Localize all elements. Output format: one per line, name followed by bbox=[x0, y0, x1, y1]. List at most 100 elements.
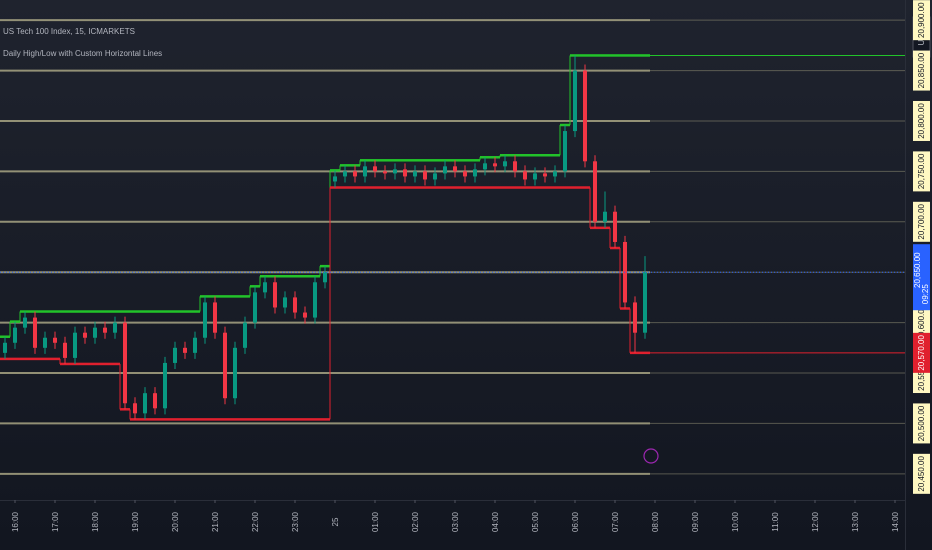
candle-body bbox=[643, 272, 647, 333]
x-tick-label: 01:00 bbox=[371, 511, 380, 532]
x-tick-label: 09:00 bbox=[691, 511, 700, 532]
countdown: 09:25 bbox=[921, 284, 930, 305]
last-price-box bbox=[913, 244, 930, 311]
candle-body bbox=[253, 292, 257, 323]
x-tick-label: 22:00 bbox=[251, 511, 260, 532]
candle-body bbox=[383, 171, 387, 174]
price-label-box bbox=[913, 100, 930, 141]
candle-body bbox=[43, 337, 47, 348]
x-tick-label: 21:00 bbox=[211, 511, 220, 532]
candle-body bbox=[343, 171, 347, 177]
candle-body bbox=[273, 282, 277, 308]
candle-body bbox=[613, 211, 617, 242]
candle-body bbox=[633, 302, 637, 333]
candle-body bbox=[83, 332, 87, 338]
x-tick-label: 05:00 bbox=[531, 511, 540, 532]
candle-body bbox=[103, 327, 107, 333]
candle-body bbox=[553, 171, 557, 177]
price-label: 20,700.00 bbox=[917, 203, 926, 239]
candle-body bbox=[453, 166, 457, 172]
candle-body bbox=[523, 171, 527, 180]
candle-body bbox=[503, 161, 507, 167]
candle-body bbox=[13, 327, 17, 343]
day-low-label-box bbox=[913, 332, 930, 373]
candle-body bbox=[93, 327, 97, 338]
candle-body bbox=[133, 403, 137, 414]
last-price-label: 20,650.00 bbox=[913, 252, 922, 288]
candle-body bbox=[543, 173, 547, 177]
candle-body bbox=[53, 337, 57, 343]
x-tick-label: 16:00 bbox=[11, 511, 20, 532]
candle-body bbox=[173, 347, 177, 363]
x-tick-label: 08:00 bbox=[651, 511, 660, 532]
candle-body bbox=[233, 347, 237, 399]
candle-body bbox=[493, 163, 497, 167]
candle-body bbox=[403, 169, 407, 177]
candle-body bbox=[623, 241, 627, 303]
candle-body bbox=[513, 161, 517, 172]
candle-body bbox=[123, 322, 127, 404]
candle-body bbox=[363, 166, 367, 177]
candle-body bbox=[223, 332, 227, 399]
candle-body bbox=[143, 393, 147, 414]
candle-body bbox=[473, 169, 477, 177]
candle-body bbox=[163, 362, 167, 409]
candle-body bbox=[433, 173, 437, 180]
candle-body bbox=[353, 171, 357, 177]
candle-body bbox=[413, 171, 417, 177]
candle-body bbox=[323, 272, 327, 283]
price-label: 20,750.00 bbox=[917, 153, 926, 189]
candle-body bbox=[263, 282, 267, 293]
chart-title: US Tech 100 Index, 15, ICMARKETS bbox=[3, 27, 135, 36]
candle-body bbox=[583, 70, 587, 162]
price-label-box bbox=[913, 151, 930, 192]
price-label: 20,900.00 bbox=[917, 2, 926, 38]
x-tick-label: 07:00 bbox=[611, 511, 620, 532]
price-label-box bbox=[913, 50, 930, 91]
candle-body bbox=[393, 169, 397, 174]
candle-body bbox=[23, 317, 27, 328]
candle-body bbox=[243, 322, 247, 348]
candle-body bbox=[293, 297, 297, 313]
x-tick-label: 06:00 bbox=[571, 511, 580, 532]
candle-body bbox=[63, 342, 67, 358]
candle-body bbox=[213, 302, 217, 333]
candle-body bbox=[373, 166, 377, 172]
candle-body bbox=[593, 161, 597, 222]
candle-body bbox=[183, 347, 187, 353]
candle-body bbox=[333, 176, 337, 182]
event-icon[interactable] bbox=[643, 448, 659, 464]
x-tick-label: 19:00 bbox=[131, 511, 140, 532]
x-tick-label: 20:00 bbox=[171, 511, 180, 532]
candle-body bbox=[283, 297, 287, 308]
price-label-box bbox=[913, 453, 930, 494]
price-label-box bbox=[913, 201, 930, 242]
x-tick-label: 12:00 bbox=[811, 511, 820, 532]
candle-body bbox=[193, 337, 197, 353]
candle-body bbox=[443, 166, 447, 174]
candle-body bbox=[463, 171, 467, 177]
day-low-label: 20,570.00 bbox=[917, 335, 926, 371]
x-tick-label: 17:00 bbox=[51, 511, 60, 532]
x-tick-label: 18:00 bbox=[91, 511, 100, 532]
x-tick-label: 23:00 bbox=[291, 511, 300, 532]
candle-body bbox=[113, 322, 117, 333]
candle-body bbox=[573, 70, 577, 132]
candle-body bbox=[3, 342, 7, 353]
candle-body bbox=[203, 302, 207, 338]
price-label: 20,450.00 bbox=[917, 455, 926, 491]
price-label: 20,800.00 bbox=[917, 103, 926, 139]
candle-body bbox=[303, 312, 307, 318]
price-label: 20,600.00 bbox=[917, 304, 926, 340]
x-tick-label: 03:00 bbox=[451, 511, 460, 532]
candle-body bbox=[153, 393, 157, 409]
candle-body bbox=[313, 282, 317, 318]
indicator-name: Daily High/Low with Custom Horizontal Li… bbox=[3, 49, 162, 58]
x-tick-label: 10:00 bbox=[731, 511, 740, 532]
x-tick-label: 14:00 bbox=[891, 511, 900, 532]
price-label-box bbox=[913, 0, 930, 41]
candle-body bbox=[423, 171, 427, 180]
candle-body bbox=[483, 163, 487, 170]
